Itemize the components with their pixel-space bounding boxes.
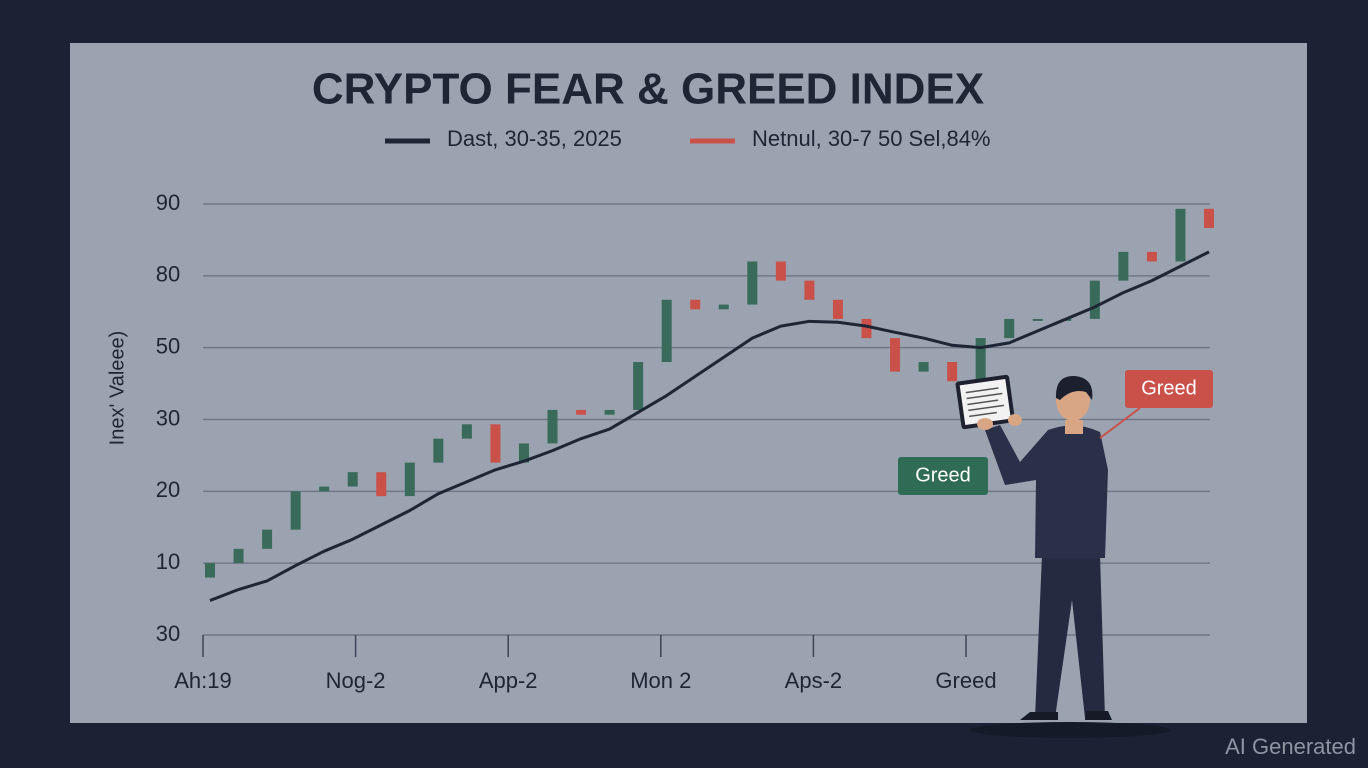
candle [747,261,758,305]
torso [985,425,1108,558]
chart-panel [70,43,1307,723]
legend-label: Dast, 30-35, 2025 [447,126,622,151]
watermark: AI Generated [1225,734,1356,759]
shoes [1020,711,1112,720]
y-tick-label: 30 [156,405,180,430]
candle [918,362,929,372]
y-tick-label: 20 [156,477,180,502]
candle [1118,251,1129,281]
x-tick-label: Greed [935,668,996,693]
candle [1004,318,1015,339]
y-tick-label: 80 [156,262,180,287]
candle [319,486,330,492]
candle [1089,280,1100,319]
candle [861,318,872,339]
annotation-box [1125,370,1213,408]
candle [1146,251,1157,262]
legend-label: Netnul, 30-7 50 Sel,84% [752,126,991,151]
candle [547,409,558,444]
neck [1065,420,1083,434]
annotation-pointer [1099,407,1141,439]
candle [633,362,644,410]
x-tick-label: Aps-2 [785,668,842,693]
candle [775,261,786,281]
tablet-lines [965,387,1005,418]
candle [832,299,843,319]
candle [518,443,529,463]
tablet [955,374,1015,430]
candle [947,362,958,382]
trend-line [209,250,1210,602]
candle [975,338,986,382]
y-tick-label: 10 [156,549,180,574]
chart-title: CRYPTO FEAR & GREED INDEX [312,65,984,114]
candle [290,491,301,530]
candle [347,472,358,487]
candle [890,338,901,372]
y-axis-title: Inex' Valeee) [106,331,128,446]
candle [205,563,215,578]
shadow [970,722,1170,738]
candle [433,438,444,463]
candle [1175,208,1186,262]
x-tick-label: App-2 [479,668,538,693]
candle [376,472,387,497]
x-tick-label: Mon 2 [630,668,691,693]
candle [262,529,273,549]
candle [661,299,672,363]
candle [604,409,615,415]
y-tick-label: 50 [156,333,180,358]
candle [233,548,244,564]
x-tick-label: Nog-2 [326,668,386,693]
candle [804,280,815,300]
candle [576,409,587,415]
annotation-text: Greed [1141,377,1197,399]
annotation-box [898,457,988,495]
y-tick-label: 90 [156,190,180,215]
candle [1204,208,1214,228]
legs [1035,555,1105,718]
hand [977,418,993,430]
person-illustration [955,374,1170,738]
candle [461,424,472,439]
candle [404,462,415,497]
hair [1055,375,1093,400]
candle [718,304,729,310]
candle [1032,318,1043,321]
candle [490,424,501,463]
candle [690,299,701,310]
annotation-text: Greed [915,464,971,486]
y-tick-label: 30 [156,621,180,646]
hand [1008,414,1022,426]
x-tick-label: Ah:19 [174,668,232,693]
